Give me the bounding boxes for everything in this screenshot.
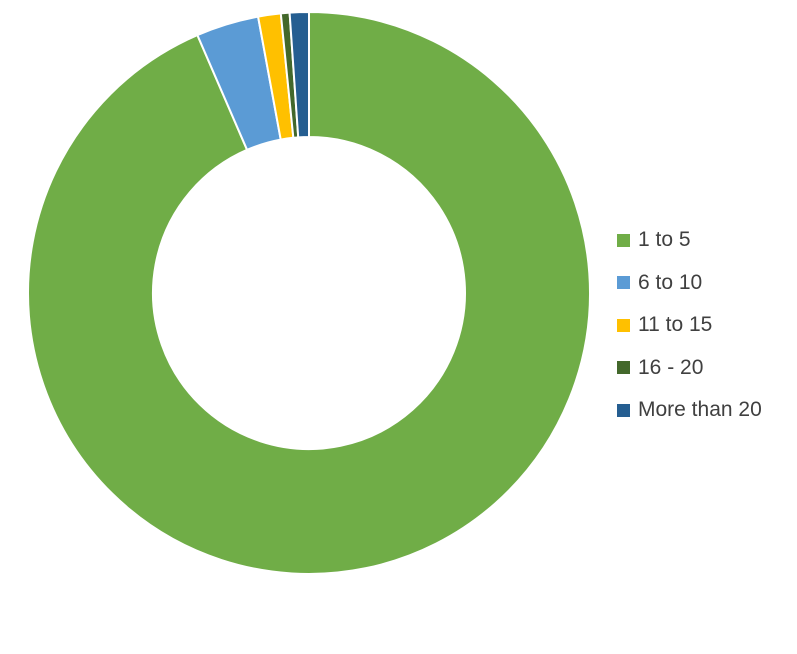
donut-slices <box>27 10 591 575</box>
legend-item-more-than-20: More than 20 <box>617 396 762 424</box>
legend-swatch <box>617 276 630 289</box>
legend-item-6-to-10: 6 to 10 <box>617 269 762 297</box>
legend-item-11-to-15: 11 to 15 <box>617 311 762 339</box>
legend-item-16-20: 16 - 20 <box>617 354 762 382</box>
legend-swatch <box>617 403 630 417</box>
donut-slice-1-to-5 <box>27 10 591 575</box>
legend-swatch <box>617 233 630 247</box>
legend-label: 11 to 15 <box>638 313 713 336</box>
legend-item-1-to-5: 1 to 5 <box>617 226 762 254</box>
legend-label: 16 - 20 <box>638 355 704 379</box>
legend-swatch <box>617 361 630 374</box>
legend-label: 1 to 5 <box>638 228 691 251</box>
legend-swatch <box>617 318 630 332</box>
legend-label: More than 20 <box>638 398 762 421</box>
legend: 1 to 5 6 to 10 11 to 15 16 - 20 More tha… <box>617 226 762 439</box>
legend-label: 6 to 10 <box>638 270 703 294</box>
donut-slice-more-than-20 <box>288 10 310 139</box>
